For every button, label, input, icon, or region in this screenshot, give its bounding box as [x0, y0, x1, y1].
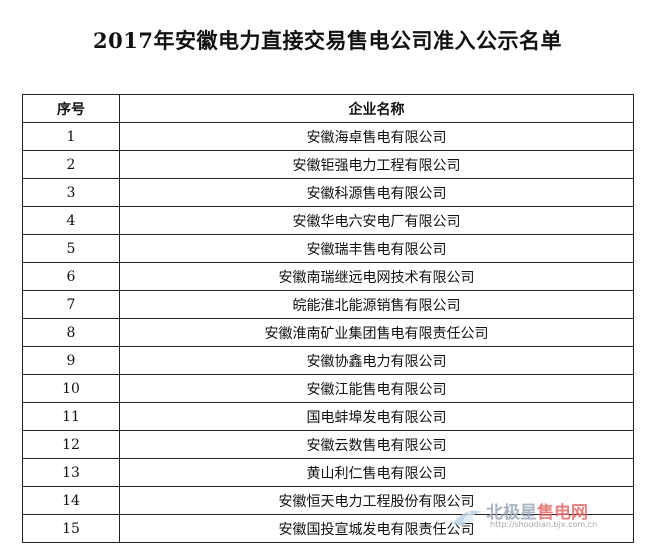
row-index: 7 — [22, 290, 120, 319]
table-row: 8 安徽淮南矿业集团售电有限责任公司 — [22, 318, 634, 347]
row-company-name: 安徽云数售电有限公司 — [119, 430, 634, 459]
table-row: 3 安徽科源售电有限公司 — [22, 178, 634, 207]
header-index: 序号 — [22, 94, 120, 123]
row-company-name: 安徽国投宣城发电有限责任公司 — [119, 514, 634, 543]
row-index: 2 — [22, 150, 120, 179]
table-row: 4 安徽华电六安电厂有限公司 — [22, 206, 634, 235]
table-row: 6 安徽南瑞继远电网技术有限公司 — [22, 262, 634, 291]
table-header-row: 序号 企业名称 — [22, 94, 634, 123]
row-company-name: 安徽华电六安电厂有限公司 — [119, 206, 634, 235]
row-index: 12 — [22, 430, 120, 459]
table-row: 2 安徽钜强电力工程有限公司 — [22, 150, 634, 179]
table-row: 5 安徽瑞丰售电有限公司 — [22, 234, 634, 263]
row-index: 9 — [22, 346, 120, 375]
row-index: 11 — [22, 402, 120, 431]
table-row: 12 安徽云数售电有限公司 — [22, 430, 634, 459]
row-company-name: 安徽钜强电力工程有限公司 — [119, 150, 634, 179]
row-company-name: 黄山利仁售电有限公司 — [119, 458, 634, 487]
header-company-name: 企业名称 — [119, 94, 634, 123]
row-company-name: 安徽协鑫电力有限公司 — [119, 346, 634, 375]
page-title: 2017年安徽电力直接交易售电公司准入公示名单 — [93, 28, 562, 53]
table-row: 14 安徽恒天电力工程股份有限公司 — [22, 486, 634, 515]
row-company-name: 安徽科源售电有限公司 — [119, 178, 634, 207]
row-company-name: 安徽瑞丰售电有限公司 — [119, 234, 634, 263]
row-index: 14 — [22, 486, 120, 515]
row-index: 13 — [22, 458, 120, 487]
table-row: 10 安徽江能售电有限公司 — [22, 374, 634, 403]
row-company-name: 安徽海卓售电有限公司 — [119, 122, 634, 151]
row-index: 5 — [22, 234, 120, 263]
row-company-name: 安徽江能售电有限公司 — [119, 374, 634, 403]
row-company-name: 安徽淮南矿业集团售电有限责任公司 — [119, 318, 634, 347]
row-company-name: 安徽恒天电力工程股份有限公司 — [119, 486, 634, 515]
table-row: 9 安徽协鑫电力有限公司 — [22, 346, 634, 375]
table-row: 7 皖能淮北能源销售有限公司 — [22, 290, 634, 319]
row-index: 3 — [22, 178, 120, 207]
table-row: 15 安徽国投宣城发电有限责任公司 — [22, 514, 634, 543]
row-index: 15 — [22, 514, 120, 543]
row-company-name: 皖能淮北能源销售有限公司 — [119, 290, 634, 319]
row-index: 4 — [22, 206, 120, 235]
row-index: 8 — [22, 318, 120, 347]
row-index: 6 — [22, 262, 120, 291]
table-row: 1 安徽海卓售电有限公司 — [22, 122, 634, 151]
row-company-name: 国电蚌埠发电有限公司 — [119, 402, 634, 431]
row-index: 10 — [22, 374, 120, 403]
table-row: 13 黄山利仁售电有限公司 — [22, 458, 634, 487]
row-company-name: 安徽南瑞继远电网技术有限公司 — [119, 262, 634, 291]
table-row: 11 国电蚌埠发电有限公司 — [22, 402, 634, 431]
company-list-table: 序号 企业名称 1 安徽海卓售电有限公司 2 安徽钜强电力工程有限公司 3 安徽科源售电有… — [22, 94, 634, 543]
row-index: 1 — [22, 122, 120, 151]
